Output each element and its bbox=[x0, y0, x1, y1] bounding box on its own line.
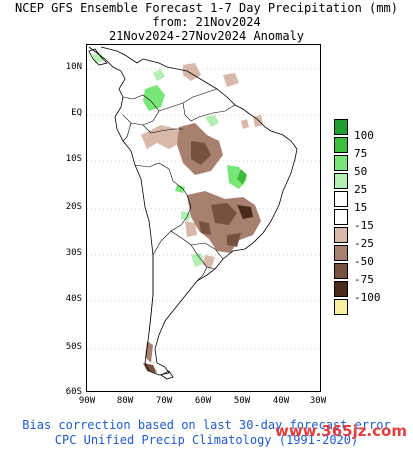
legend-label: 100 bbox=[354, 129, 374, 142]
legend-label: -15 bbox=[354, 219, 374, 232]
map-period: 21Nov2024-27Nov2024 Anomaly bbox=[108, 29, 305, 43]
legend-swatch bbox=[334, 191, 348, 207]
footer-bias-note: Bias correction based on last 30-day for… bbox=[22, 418, 391, 432]
lat-tick: EQ bbox=[71, 108, 82, 118]
lon-tick: 70W bbox=[155, 396, 173, 406]
legend-label: 75 bbox=[354, 147, 368, 160]
lat-tick: 30S bbox=[65, 248, 82, 258]
wet-anomaly-areas bbox=[92, 53, 247, 267]
lat-tick: 40S bbox=[65, 294, 82, 304]
map-init-date: from: 21Nov2024 bbox=[152, 15, 261, 29]
lat-tick: 50S bbox=[65, 342, 82, 352]
lon-tick: 30W bbox=[309, 396, 327, 406]
lon-tick: 60W bbox=[194, 396, 212, 406]
legend-swatch bbox=[334, 173, 348, 189]
footer-climatology-note: CPC Unified Precip Climatology (1991-202… bbox=[54, 433, 359, 447]
lon-tick: 90W bbox=[78, 396, 96, 406]
legend-swatch bbox=[334, 155, 348, 171]
lon-tick: 40W bbox=[272, 396, 290, 406]
watermark: www.365jz.com bbox=[274, 422, 407, 440]
legend-swatch bbox=[334, 119, 348, 135]
lat-tick: 10S bbox=[65, 154, 82, 164]
legend-swatch bbox=[334, 281, 348, 297]
lon-tick: 80W bbox=[116, 396, 134, 406]
map-title: NCEP GFS Ensemble Forecast 1-7 Day Preci… bbox=[15, 1, 398, 15]
legend-label: -100 bbox=[354, 291, 381, 304]
legend-swatch bbox=[334, 299, 348, 315]
legend-swatch bbox=[334, 227, 348, 243]
legend-swatch bbox=[334, 245, 348, 261]
lon-tick: 50W bbox=[233, 396, 251, 406]
legend-swatch bbox=[334, 209, 348, 225]
dry-anomaly-areas bbox=[141, 63, 263, 373]
legend-label: -25 bbox=[354, 237, 374, 250]
lat-tick: 10N bbox=[65, 62, 82, 72]
legend-swatch bbox=[334, 137, 348, 153]
lat-tick: 20S bbox=[65, 202, 82, 212]
map-frame bbox=[86, 44, 321, 392]
legend-label: 25 bbox=[354, 183, 368, 196]
anomaly-map bbox=[87, 46, 320, 380]
legend-label: -50 bbox=[354, 255, 374, 268]
legend-label: -75 bbox=[354, 273, 374, 286]
legend-label: 15 bbox=[354, 201, 368, 214]
country-borders bbox=[122, 88, 236, 334]
legend-label: 50 bbox=[354, 165, 368, 178]
lat-tick: 60S bbox=[65, 387, 82, 397]
legend-swatch bbox=[334, 263, 348, 279]
